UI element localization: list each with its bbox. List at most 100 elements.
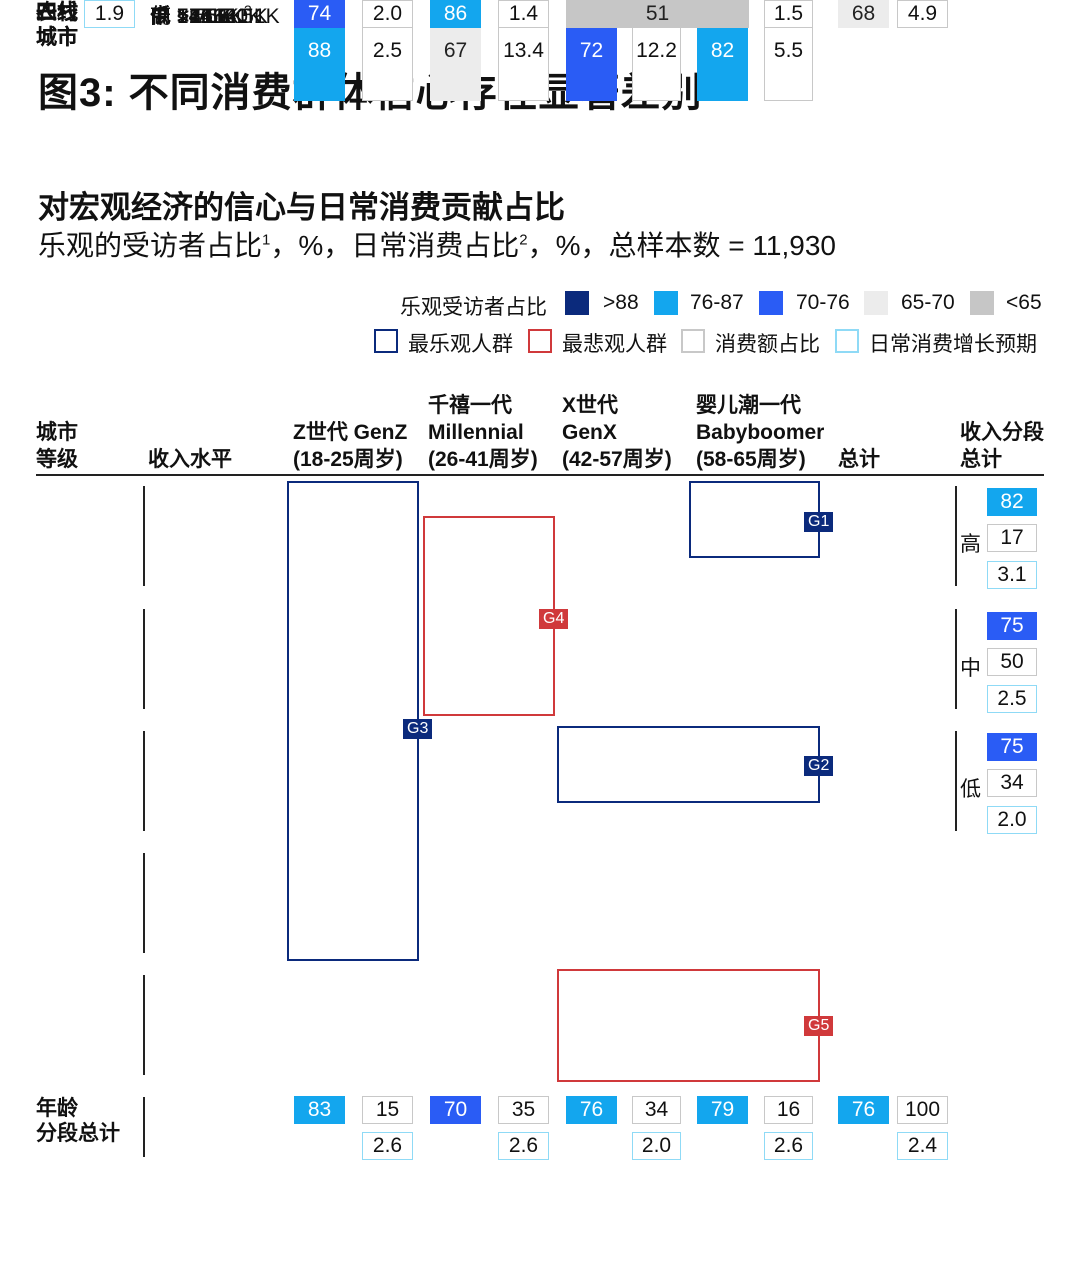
legend-swatch-lt65	[970, 291, 994, 315]
header-millennial: 千禧一代 Millennial (26-41周岁)	[428, 394, 538, 471]
income-label: 低 <7.6K	[150, 5, 233, 28]
legend-box-label-most-optimistic: 最乐观人群	[408, 333, 513, 356]
boomer-age-growth-cell: 2.6	[764, 1132, 813, 1160]
separator-t1	[143, 486, 145, 586]
income-label: 中 14.5-21K	[150, 5, 263, 28]
group-box-g4	[423, 516, 555, 716]
genx-boomer-share-cell: 1.5	[764, 0, 813, 28]
separator-age-total	[143, 1097, 145, 1157]
income-total-optimism-cell: 75	[987, 733, 1037, 761]
income-label: 低 <5K	[150, 5, 215, 28]
income-label: 低 <14.5K	[150, 5, 244, 28]
header-total: 总计	[838, 448, 880, 471]
total-age-optimism-cell: 76	[838, 1096, 889, 1124]
group-tag-g2: G2	[804, 756, 834, 776]
legend-swatch-65-70	[864, 291, 888, 315]
header-rule	[36, 474, 1044, 476]
millennial-age-growth-cell: 2.6	[498, 1132, 549, 1160]
income-label: 高 >30.1K3	[150, 2, 252, 28]
income-total-label: 高	[960, 533, 981, 556]
genz-age-optimism-cell: 83	[294, 1096, 345, 1124]
legend-box-growth	[835, 329, 859, 353]
header-boomer: 婴儿潮一代 Babyboomer (58-65周岁)	[696, 394, 825, 471]
genz-optimism-cell: 74	[294, 0, 345, 28]
boomer-age-optimism-cell: 79	[697, 1096, 748, 1124]
group-box-g2	[557, 726, 820, 803]
millennial-optimism-cell: 86	[430, 0, 481, 28]
income-total-optimism-cell: 75	[987, 612, 1037, 640]
legend-item-gt88: >88	[603, 291, 639, 314]
chart-title: 对宏观经济的信心与日常消费贡献占比	[38, 190, 565, 225]
total-optimism-cell: 68	[838, 0, 889, 28]
legend-item-70-76: 70-76	[796, 291, 850, 314]
city-tier-label: 农村	[36, 1, 78, 24]
separator-t3	[143, 731, 145, 831]
header-genx: X世代 GenX (42-57周岁)	[562, 394, 672, 471]
group-tag-g1: G1	[804, 512, 834, 532]
legend-swatch-70-76	[759, 291, 783, 315]
income-label: 中 14.5-30.1K	[150, 5, 280, 28]
legend-item-lt65: <65	[1006, 291, 1042, 314]
income-label: 低 <14.5K	[150, 5, 244, 28]
header-city-tier: 城市 等级	[36, 421, 78, 471]
income-total-label: 低	[960, 778, 981, 801]
income-label: 高 >21K	[150, 5, 227, 28]
income-total-share-cell: 34	[987, 769, 1037, 797]
income-total-growth-cell: 2.0	[987, 806, 1037, 834]
group-tag-g5: G5	[804, 1016, 834, 1036]
millennial-age-optimism-cell: 70	[430, 1096, 481, 1124]
group-tag-g3: G3	[403, 719, 433, 739]
group-tag-g4: G4	[539, 609, 569, 629]
income-total-share-cell: 50	[987, 648, 1037, 676]
legend-item-76-87: 76-87	[690, 291, 744, 314]
separator-income-high	[955, 486, 957, 586]
income-label: 中 7.6-14.5K	[150, 5, 268, 28]
legend-item-65-70: 65-70	[901, 291, 955, 314]
group-box-g5	[557, 969, 820, 1082]
city-tier-label: 一线 城市	[36, 1, 78, 49]
group-box-g3	[287, 481, 419, 961]
income-label: 中 5-7.6K	[150, 5, 239, 28]
income-total-label: 中	[960, 657, 981, 680]
legend-label: 乐观受访者占比	[400, 296, 547, 319]
income-total-growth-cell: 3.1	[987, 561, 1037, 589]
legend-box-most-pessimistic	[528, 329, 552, 353]
legend-box-spend-share	[681, 329, 705, 353]
income-label: 高 >7.6K	[150, 5, 233, 28]
total-share-cell: 4.9	[897, 0, 948, 28]
separator-t2	[143, 609, 145, 709]
boomer-age-share-cell: 16	[764, 1096, 813, 1124]
genx-age-growth-cell: 2.0	[632, 1132, 681, 1160]
header-income-level: 收入水平	[148, 448, 232, 471]
legend-box-label-growth: 日常消费增长预期	[869, 333, 1037, 356]
separator-rural	[143, 975, 145, 1075]
genx-boomer-optimism-cell: 51	[566, 0, 749, 28]
age-total-label: 年龄 分段总计	[36, 1097, 120, 1145]
legend-box-most-optimistic	[374, 329, 398, 353]
group-box-g1	[689, 481, 820, 558]
separator-t4	[143, 853, 145, 953]
genz-age-share-cell: 15	[362, 1096, 413, 1124]
legend-swatch-gt88	[565, 291, 589, 315]
millennial-share-cell: 1.4	[498, 0, 549, 28]
city-tier-label: 四线 城市	[36, 1, 78, 49]
chart-subtitle: 乐观的受访者占比1，%，日常消费占比2，%，总样本数 = 11,930	[38, 230, 836, 261]
genz-age-growth-cell: 2.6	[362, 1132, 413, 1160]
total-age-growth-cell: 2.4	[897, 1132, 948, 1160]
city-tier-label: 三线 城市	[36, 1, 78, 49]
separator-income-low	[955, 731, 957, 831]
millennial-age-share-cell: 35	[498, 1096, 549, 1124]
legend-box-label-most-pessimistic: 最悲观人群	[562, 333, 667, 356]
genz-share-cell: 2.0	[362, 0, 413, 28]
income-total-optimism-cell: 82	[987, 488, 1037, 516]
tier-growth-cell: 1.9	[84, 0, 135, 28]
income-label: 高 >21K	[150, 5, 227, 28]
total-age-share-cell: 100	[897, 1096, 948, 1124]
income-label: 低 <14.5K	[150, 5, 244, 28]
income-total-growth-cell: 2.5	[987, 685, 1037, 713]
genx-age-share-cell: 34	[632, 1096, 681, 1124]
header-income-total: 收入分段 总计	[960, 421, 1044, 471]
genx-age-optimism-cell: 76	[566, 1096, 617, 1124]
legend-box-label-spend-share: 消费额占比	[715, 333, 820, 356]
header-genz: Z世代 GenZ (18-25周岁)	[293, 421, 408, 471]
